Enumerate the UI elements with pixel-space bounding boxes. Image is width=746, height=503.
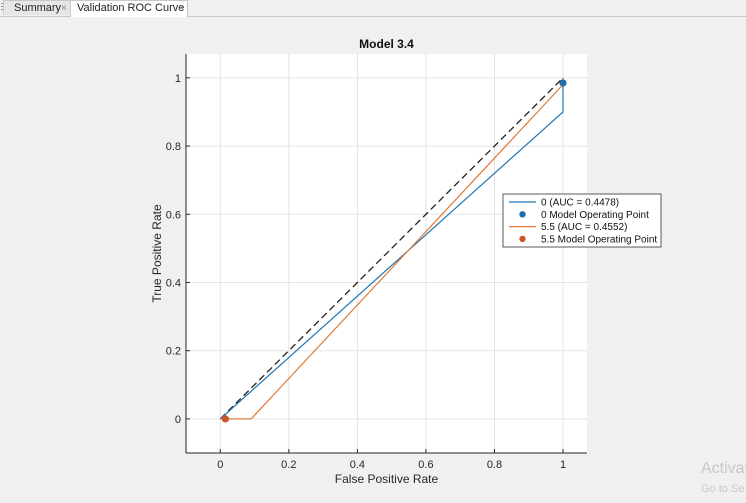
legend-entry-label: 0 Model Operating Point <box>541 210 649 221</box>
close-icon[interactable]: × <box>178 3 184 14</box>
y-axis-label: True Positive Rate <box>150 204 164 303</box>
operating-point-marker <box>221 415 230 423</box>
close-icon[interactable]: × <box>61 3 67 14</box>
x-tick-label: 0.6 <box>418 459 433 471</box>
legend-entry-label: 0 (AUC = 0.4478) <box>541 198 619 209</box>
tab-validation-roc-curve[interactable]: Validation ROC Curve × <box>70 0 188 17</box>
x-tick-label: 0 <box>217 459 223 471</box>
grip-icon[interactable] <box>0 1 4 14</box>
y-tick-label: 0.8 <box>166 141 181 153</box>
legend-entry-label: 5.5 Model Operating Point <box>541 234 657 245</box>
operating-point-marker <box>559 79 567 87</box>
y-tick-label: 0.6 <box>166 209 181 221</box>
legend-point-swatch <box>519 211 526 218</box>
x-tick-label: 1 <box>560 459 566 471</box>
x-tick-label: 0.8 <box>487 459 502 471</box>
x-axis-label: False Positive Rate <box>335 472 439 486</box>
legend-point-swatch <box>519 235 526 243</box>
roc-series-line <box>219 77 564 420</box>
tab-bar: Summary × Validation ROC Curve × <box>0 0 746 17</box>
x-tick-label: 0.2 <box>281 459 296 471</box>
watermark-subtext: Go to Se <box>701 483 745 495</box>
y-tick-label: 1 <box>175 73 181 85</box>
y-tick-label: 0.4 <box>166 277 181 289</box>
legend-entry-label: 5.5 (AUC = 0.4552) <box>541 222 627 233</box>
legend-box <box>502 193 662 248</box>
reference-diagonal-line <box>219 77 564 420</box>
x-tick-label: 0.4 <box>350 459 365 471</box>
watermark-text: Activat <box>701 460 746 477</box>
tab-validation-roc-curve-label: Validation ROC Curve <box>77 2 185 14</box>
tab-summary-label: Summary <box>14 2 62 14</box>
chart-title: Model 3.4 <box>359 37 414 51</box>
y-tick-label: 0 <box>175 414 181 426</box>
y-tick-label: 0.2 <box>166 346 181 358</box>
